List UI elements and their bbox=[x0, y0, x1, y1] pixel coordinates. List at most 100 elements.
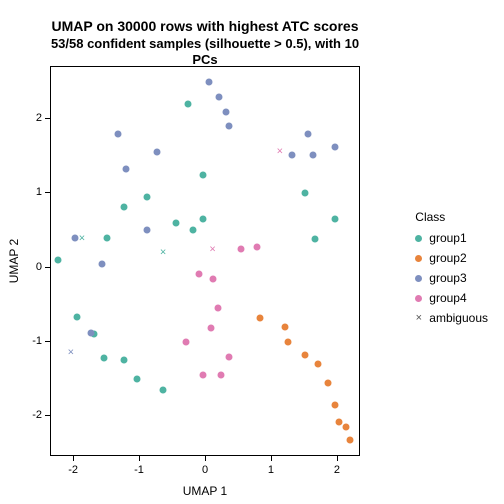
y-tick-mark bbox=[45, 415, 50, 416]
data-point bbox=[122, 165, 129, 172]
data-point bbox=[222, 108, 229, 115]
y-tick-label: 0 bbox=[18, 261, 42, 273]
legend-swatch bbox=[415, 255, 422, 262]
data-point-ambiguous: × bbox=[68, 348, 74, 359]
x-tick-label: 0 bbox=[202, 464, 208, 476]
data-point bbox=[199, 171, 206, 178]
data-point bbox=[285, 338, 292, 345]
legend-title: Class bbox=[415, 210, 488, 224]
legend-row: group4 bbox=[415, 290, 488, 306]
data-point bbox=[325, 379, 332, 386]
data-point bbox=[311, 236, 318, 243]
data-point bbox=[301, 352, 308, 359]
x-tick-mark bbox=[205, 456, 206, 461]
data-point bbox=[208, 325, 215, 332]
legend: Class group1 group2 group3 group4 × ambiguous bbox=[415, 210, 488, 330]
x-tick-mark bbox=[139, 456, 140, 461]
y-tick-mark bbox=[45, 118, 50, 119]
y-tick-mark bbox=[45, 267, 50, 268]
x-tick-label: -1 bbox=[134, 464, 144, 476]
legend-label: group3 bbox=[429, 271, 466, 285]
title-line-1: UMAP on 30000 rows with highest ATC scor… bbox=[50, 18, 360, 36]
data-point bbox=[143, 227, 150, 234]
data-point-ambiguous: × bbox=[209, 245, 215, 256]
data-point bbox=[226, 123, 233, 130]
data-point bbox=[282, 324, 289, 331]
y-tick-mark bbox=[45, 192, 50, 193]
data-point bbox=[216, 93, 223, 100]
legend-row: × ambiguous bbox=[415, 310, 488, 326]
x-tick-mark bbox=[337, 456, 338, 461]
legend-label: group2 bbox=[429, 251, 466, 265]
data-point bbox=[342, 424, 349, 431]
y-tick-mark bbox=[45, 341, 50, 342]
data-point bbox=[183, 338, 190, 345]
data-point bbox=[199, 372, 206, 379]
data-point bbox=[100, 355, 107, 362]
legend-items: group1 group2 group3 group4 × ambiguous bbox=[415, 230, 488, 326]
data-point bbox=[301, 190, 308, 197]
y-tick-label: -1 bbox=[18, 335, 42, 347]
data-point bbox=[173, 220, 180, 227]
legend-row: group1 bbox=[415, 230, 488, 246]
data-point bbox=[143, 194, 150, 201]
legend-cross-icon: × bbox=[415, 313, 422, 324]
data-point bbox=[189, 227, 196, 234]
legend-label: group1 bbox=[429, 231, 466, 245]
data-point bbox=[115, 130, 122, 137]
x-tick-mark bbox=[271, 456, 272, 461]
data-point bbox=[214, 305, 221, 312]
data-point bbox=[331, 402, 338, 409]
data-point bbox=[257, 315, 264, 322]
data-point bbox=[346, 436, 353, 443]
x-tick-label: 1 bbox=[268, 464, 274, 476]
data-point bbox=[305, 130, 312, 137]
data-point bbox=[133, 376, 140, 383]
legend-label: ambiguous bbox=[429, 311, 488, 325]
legend-swatch bbox=[415, 295, 422, 302]
data-point bbox=[309, 151, 316, 158]
data-point bbox=[160, 387, 167, 394]
legend-row: group3 bbox=[415, 270, 488, 286]
y-tick-label: 2 bbox=[18, 112, 42, 124]
data-point bbox=[98, 260, 105, 267]
data-point bbox=[254, 243, 261, 250]
plot-area: × × × × × bbox=[50, 66, 360, 456]
data-point-ambiguous: × bbox=[277, 147, 283, 158]
x-tick-mark bbox=[73, 456, 74, 461]
data-point bbox=[206, 78, 213, 85]
data-point bbox=[331, 144, 338, 151]
legend-label: group4 bbox=[429, 291, 466, 305]
data-point bbox=[74, 314, 81, 321]
data-point bbox=[288, 151, 295, 158]
legend-swatch bbox=[415, 235, 422, 242]
data-point bbox=[184, 101, 191, 108]
data-point bbox=[226, 353, 233, 360]
data-point bbox=[209, 275, 216, 282]
data-point bbox=[196, 270, 203, 277]
x-tick-label: -2 bbox=[68, 464, 78, 476]
data-point bbox=[331, 216, 338, 223]
data-point bbox=[104, 234, 111, 241]
x-axis-label: UMAP 1 bbox=[50, 484, 360, 498]
data-point-ambiguous: × bbox=[160, 247, 166, 258]
data-point bbox=[336, 419, 343, 426]
data-point bbox=[120, 203, 127, 210]
data-point bbox=[315, 361, 322, 368]
legend-swatch bbox=[415, 275, 422, 282]
legend-row: group2 bbox=[415, 250, 488, 266]
data-point bbox=[237, 246, 244, 253]
data-point bbox=[153, 149, 160, 156]
title-line-2: 53/58 confident samples (silhouette > 0.… bbox=[50, 36, 360, 69]
data-point bbox=[54, 257, 61, 264]
y-tick-label: 1 bbox=[18, 186, 42, 198]
chart-container: UMAP on 30000 rows with highest ATC scor… bbox=[0, 0, 504, 504]
data-point bbox=[199, 216, 206, 223]
data-point-ambiguous: × bbox=[79, 234, 85, 245]
chart-title: UMAP on 30000 rows with highest ATC scor… bbox=[50, 18, 360, 68]
x-tick-label: 2 bbox=[334, 464, 340, 476]
y-tick-label: -2 bbox=[18, 409, 42, 421]
data-point bbox=[87, 329, 94, 336]
data-point bbox=[217, 372, 224, 379]
data-point bbox=[120, 357, 127, 364]
